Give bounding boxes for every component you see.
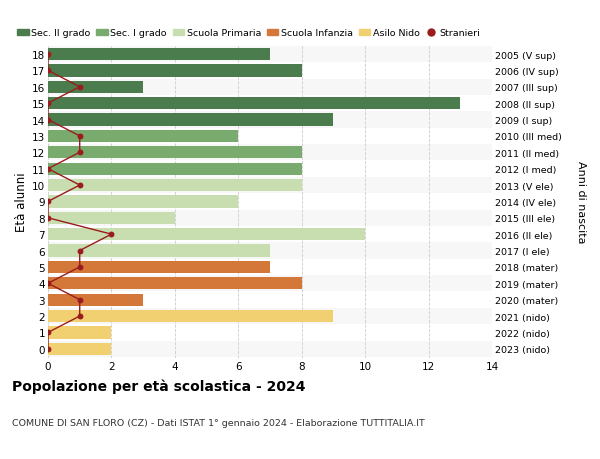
Bar (48, 229, 365, 241)
Legend: Sec. II grado, Sec. I grado, Scuola Primaria, Scuola Infanzia, Asilo Nido, Stran: Sec. II grado, Sec. I grado, Scuola Prim… (17, 29, 480, 38)
Bar (48, 161, 492, 178)
Y-axis label: Anni di nascita: Anni di nascita (575, 161, 586, 243)
Bar (48, 326, 112, 339)
Point (43, 345, 53, 353)
Bar (48, 196, 238, 208)
Bar (48, 292, 492, 308)
Bar (48, 210, 492, 226)
Point (43, 280, 53, 287)
Bar (48, 49, 270, 61)
Bar (48, 259, 492, 275)
Bar (48, 114, 334, 126)
Bar (48, 308, 492, 325)
Bar (48, 310, 334, 323)
Bar (48, 226, 492, 243)
Bar (48, 194, 492, 210)
Point (107, 231, 116, 238)
Bar (48, 63, 492, 79)
Bar (48, 343, 112, 355)
Point (75, 263, 85, 271)
Bar (48, 212, 175, 224)
Bar (48, 47, 492, 63)
Point (43, 51, 53, 59)
Point (43, 100, 53, 107)
Bar (48, 275, 492, 292)
Point (75, 182, 85, 189)
Y-axis label: Età alunni: Età alunni (15, 172, 28, 232)
Bar (48, 96, 492, 112)
Point (43, 329, 53, 336)
Point (43, 67, 53, 75)
Bar (48, 179, 302, 192)
Point (43, 215, 53, 222)
Point (75, 149, 85, 157)
Bar (48, 294, 143, 306)
Point (43, 117, 53, 124)
Bar (48, 79, 492, 96)
Bar (48, 243, 492, 259)
Text: COMUNE DI SAN FLORO (CZ) - Dati ISTAT 1° gennaio 2024 - Elaborazione TUTTITALIA.: COMUNE DI SAN FLORO (CZ) - Dati ISTAT 1°… (12, 418, 425, 427)
Point (43, 166, 53, 173)
Bar (48, 341, 492, 357)
Bar (48, 261, 270, 274)
Bar (48, 65, 302, 78)
Point (75, 133, 85, 140)
Bar (48, 112, 492, 129)
Bar (48, 278, 302, 290)
Bar (48, 81, 143, 94)
Point (75, 247, 85, 255)
Bar (48, 325, 492, 341)
Bar (48, 147, 302, 159)
Point (43, 198, 53, 206)
Text: Popolazione per età scolastica - 2024: Popolazione per età scolastica - 2024 (12, 379, 305, 393)
Bar (48, 178, 492, 194)
Bar (48, 129, 492, 145)
Bar (48, 130, 238, 143)
Bar (48, 245, 270, 257)
Bar (48, 98, 460, 110)
Point (75, 297, 85, 304)
Bar (48, 145, 492, 161)
Bar (48, 163, 302, 175)
Point (75, 84, 85, 91)
Point (75, 313, 85, 320)
